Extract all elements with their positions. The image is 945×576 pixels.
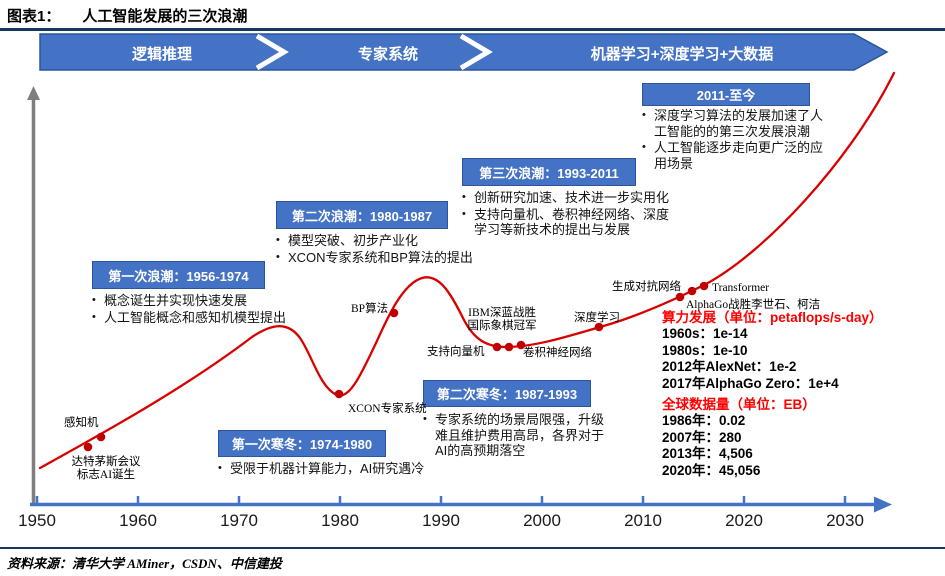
- wave4-bullet: 人工智能逐步走向更广泛的应用场景: [640, 140, 832, 171]
- wave2-title: 第二次浪潮：1980-1987: [276, 201, 448, 229]
- wave3-title: 第三次浪潮：1993-2011: [462, 158, 636, 186]
- label-alphago: AlphaGo战胜李世石、柯洁: [686, 299, 821, 311]
- banner-segment-ml: 机器学习+深度学习+大数据: [590, 46, 774, 63]
- wave2-bullets: 模型突破、初步产业化 XCON专家系统和BP算法的提出: [274, 233, 514, 266]
- winter1-bullet: 受限于机器计算能力，AI研究遇冷: [216, 461, 508, 477]
- wave3-bullet: 支持向量机、卷积神经网络、深度学习等新技术的提出与发展: [460, 207, 676, 238]
- x-tick-label-1960: 1960: [119, 511, 157, 530]
- stats-data-line: 1986年：0.02: [662, 413, 746, 428]
- label-svm: 支持向量机: [427, 346, 485, 358]
- x-axis-tick: [540, 496, 544, 504]
- stats-data-volume: 全球数据量（单位：EB） 1986年：0.02 2007年：280 2013年：…: [662, 396, 942, 479]
- banner-segment-expert: 专家系统: [357, 46, 418, 63]
- wave1-bullet: 概念诞生并实现快速发展: [90, 293, 352, 309]
- milestone-dot-bp: [389, 308, 399, 318]
- x-axis-tick: [35, 496, 39, 504]
- wave1-title: 第一次浪潮：1956-1974: [92, 261, 265, 289]
- milestone-dot-perceptron: [96, 432, 106, 442]
- x-tick-label-2000: 2000: [523, 511, 561, 530]
- label-bp: BP算法: [351, 303, 389, 315]
- stats-compute: 算力发展（单位：petaflops/s-day） 1960s：1e-14 198…: [662, 309, 942, 392]
- stats-data-line: 2020年：45,056: [662, 462, 761, 478]
- y-axis-arrow-icon: [27, 86, 40, 100]
- banner-chevron-icon: [255, 33, 289, 71]
- title-rule: [0, 28, 945, 31]
- milestone-dot-dartmouth: [83, 442, 93, 452]
- wave4-title: 2011-至今: [642, 83, 810, 106]
- label-deeplearning: 深度学习: [574, 312, 620, 324]
- winter1-title: 第一次寒冬：1974-1980: [218, 430, 386, 457]
- stats-data-line: 2007年：280: [662, 429, 742, 445]
- x-axis-tick: [338, 496, 342, 504]
- banner-segment-logic: 逻辑推理: [131, 46, 192, 63]
- x-axis-tick: [439, 496, 443, 504]
- milestone-dot-alphago: [687, 286, 697, 296]
- stats-compute-title: 算力发展（单位：petaflops/s-day）: [662, 310, 883, 325]
- x-tick-label-1970: 1970: [220, 511, 258, 530]
- milestone-dot-cnn: [516, 340, 526, 350]
- wave2-bullet: XCON专家系统和BP算法的提出: [274, 250, 514, 266]
- label-dartmouth: 达特茅斯会议 标志AI诞生: [71, 456, 141, 481]
- wave4-bullets: 深度学习算法的发展加速了人工智能的的第三次发展浪潮 人工智能逐步走向更广泛的应用…: [640, 108, 832, 172]
- figure-header: 图表1： 人工智能发展的三次浪潮: [7, 5, 247, 26]
- stats-compute-line: 1960s：1e-14: [662, 326, 748, 341]
- winter1-bullets: 受限于机器计算能力，AI研究遇冷: [216, 461, 508, 478]
- stats-compute-line: 1980s：1e-10: [662, 342, 748, 358]
- wave1-bullet: 人工智能概念和感知机模型提出: [90, 310, 352, 326]
- stats-data-line: 2013年：4,506: [662, 446, 753, 461]
- wave3-bullet: 创新研究加速、技术进一步实用化: [460, 190, 676, 206]
- milestone-dot-xcon: [334, 389, 344, 399]
- label-perceptron: 感知机: [64, 417, 99, 429]
- x-tick-label-2020: 2020: [725, 511, 763, 530]
- stats-data-title: 全球数据量（单位：EB）: [662, 397, 816, 412]
- x-tick-label-2030: 2030: [826, 511, 864, 530]
- stats-compute-line: 2012年AlexNet：1e-2: [662, 359, 797, 374]
- milestone-dot-transformer: [699, 281, 709, 291]
- winter2-title: 第二次寒冬：1987-1993: [423, 380, 591, 407]
- x-axis-tick: [742, 496, 746, 504]
- label-gan: 生成对抗网络: [612, 281, 681, 293]
- x-axis-tick: [136, 496, 140, 504]
- x-axis-tick: [641, 496, 645, 504]
- x-axis-arrow-icon: [874, 496, 892, 513]
- banner-band: [39, 33, 889, 71]
- x-axis-tick: [237, 496, 241, 504]
- wave4-bullet: 深度学习算法的发展加速了人工智能的的第三次发展浪潮: [640, 108, 832, 139]
- milestone-dot-deepblue: [504, 342, 514, 352]
- wave2-bullet: 模型突破、初步产业化: [274, 233, 514, 249]
- x-tick-label-2010: 2010: [624, 511, 662, 530]
- wave3-bullets: 创新研究加速、技术进一步实用化 支持向量机、卷积神经网络、深度学习等新技术的提出…: [460, 190, 676, 239]
- milestone-dot-deeplearning: [594, 322, 604, 332]
- label-transformer: Transformer: [712, 282, 770, 294]
- winter2-bullets: 专家系统的场景局限强，升级难且维护费用高昂，各界对于AI的高预期落空: [421, 412, 616, 460]
- x-tick-label-1980: 1980: [321, 511, 359, 530]
- x-tick-label-1990: 1990: [422, 511, 460, 530]
- milestone-dot-gan: [675, 292, 685, 302]
- footer-rule: [0, 547, 945, 549]
- label-deepblue: IBM深蓝战胜 国际象棋冠军: [467, 307, 537, 332]
- page-title: 人工智能发展的三次浪潮: [82, 8, 248, 25]
- source-note: 资料来源：清华大学 AMiner，CSDN、中信建投: [7, 556, 282, 571]
- label-cnn: 卷积神经网络: [523, 347, 592, 359]
- x-axis-tick: [843, 496, 847, 504]
- banner-chevron-icon: [459, 33, 493, 71]
- wave1-bullets: 概念诞生并实现快速发展 人工智能概念和感知机模型提出: [90, 293, 352, 326]
- figure-label: 图表1：: [7, 8, 61, 25]
- milestone-dot-svm: [492, 342, 502, 352]
- winter2-bullet: 专家系统的场景局限强，升级难且维护费用高昂，各界对于AI的高预期落空: [421, 412, 616, 459]
- stats-compute-line: 2017年AlphaGo Zero：1e+4: [662, 375, 839, 391]
- label-xcon: XCON专家系统: [348, 403, 427, 415]
- x-tick-label-1950: 1950: [18, 511, 56, 530]
